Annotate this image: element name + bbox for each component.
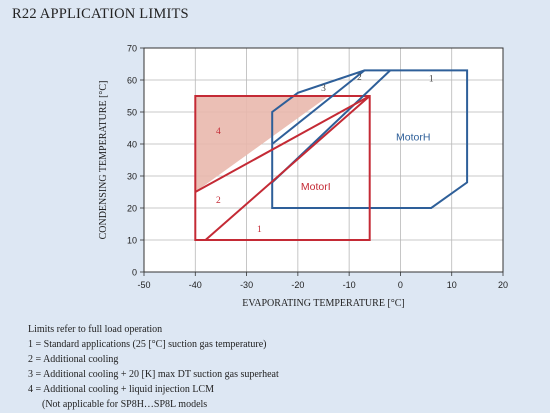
y-tick-label: 60 [127,76,137,86]
annotation-label: MotorI [301,181,331,193]
shaded-region-4 [195,96,329,192]
limit-line-3 [194,95,371,193]
x-tick-label: -30 [240,280,253,290]
annotation-label: 1 [429,74,434,84]
y-tick-label: 20 [127,204,137,214]
x-tick-label: -20 [291,280,304,290]
legend-line-1: Limits refer to full load operation [28,324,163,335]
y-tick-label: 50 [127,108,137,118]
x-tick-label: -50 [137,280,150,290]
y-tick-label: 10 [127,236,137,246]
plot-frame [143,47,504,273]
x-axis-label: EVAPORATING TEMPERATURE [°C] [242,298,405,309]
annotation-label: 1 [257,225,262,235]
x-tick-label: 20 [498,280,508,290]
legend-line-4: 3 = Additional cooling + 20 [K] max DT s… [28,369,279,380]
legend-line-5: 4 = Additional cooling + liquid injectio… [28,384,214,395]
y-tick-label: 30 [127,172,137,182]
annotation-label: 2 [216,196,221,206]
envelope-motorh [271,69,469,209]
annotation-label: MotorH [396,132,430,144]
legend-line-2: 1 = Standard applications (25 [°C] sucti… [28,339,267,350]
limit-line-2 [271,69,366,145]
annotation-label: 4 [216,127,221,137]
annotation-label: 2 [357,73,362,83]
legend-line-3: 2 = Additional cooling [28,354,119,365]
chart-title: R22 APPLICATION LIMITS [12,6,189,22]
x-tick-label: 10 [447,280,457,290]
x-tick-label: 0 [398,280,403,290]
legend-line-6: (Not applicable for SP8H…SP8L models [42,399,208,410]
x-tick-label: -40 [189,280,202,290]
y-tick-label: 0 [132,268,137,278]
limit-line-4 [204,95,371,241]
annotation-label: 3 [321,84,326,94]
y-tick-label: 70 [127,44,137,54]
y-tick-label: 40 [127,140,137,150]
y-axis-label: CONDENSING TEMPERATURE [°C] [98,81,109,240]
x-tick-label: -10 [343,280,356,290]
